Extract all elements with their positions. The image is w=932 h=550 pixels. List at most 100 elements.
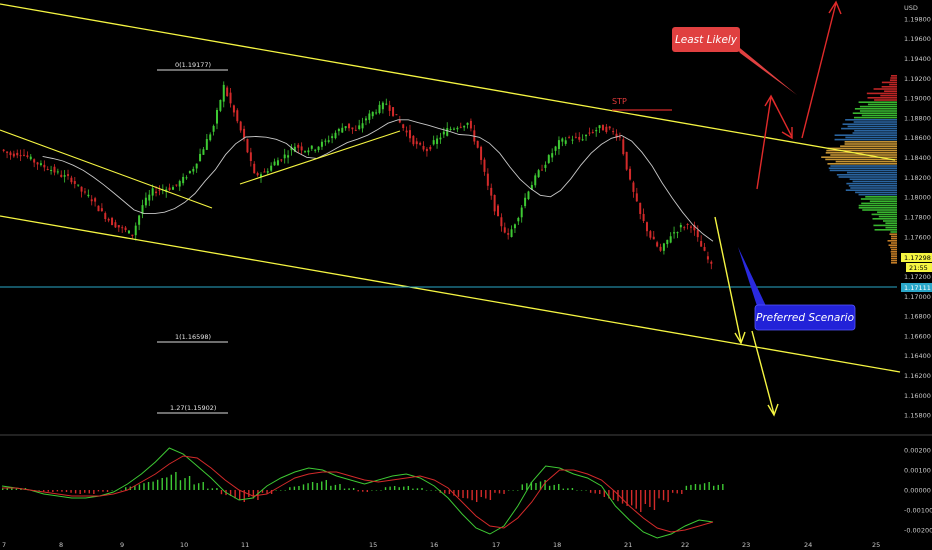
volume-profile-bar	[878, 215, 897, 218]
candle-body	[29, 156, 32, 160]
candle-body	[141, 205, 144, 215]
volume-profile-bar	[888, 244, 897, 246]
candle-body	[293, 146, 296, 152]
countdown-tag	[906, 263, 932, 272]
macd-histogram-bar	[503, 490, 505, 494]
price-tick-label: 1.16600	[904, 332, 931, 340]
volume-profile-bar	[830, 165, 897, 167]
volume-profile-bar	[828, 167, 897, 169]
candle-body	[500, 217, 503, 227]
macd-histogram-bar	[147, 482, 150, 490]
candle-body	[459, 126, 462, 128]
macd-histogram-bar	[106, 490, 109, 492]
candle-body	[503, 227, 506, 233]
macd-histogram-bar	[216, 488, 218, 490]
volume-profile-bar	[838, 176, 897, 178]
preferred-box[interactable]	[754, 304, 856, 331]
macd-histogram-bar	[421, 488, 423, 490]
candle-body	[19, 155, 22, 157]
price-tick-label: 1.19800	[904, 15, 931, 23]
candle-body	[405, 130, 408, 133]
volume-profile-bar	[885, 226, 897, 229]
macd-histogram-bar	[544, 480, 546, 490]
macd-histogram-bar	[485, 490, 487, 499]
volume-profile-bar	[891, 262, 897, 264]
candle-body	[486, 173, 489, 186]
volume-profile-bar	[885, 222, 897, 224]
time-axis[interactable]: 7 8 9 10 11 15 16 17 18 21 22 23 24 25	[2, 541, 880, 549]
volume-profile-bar	[889, 233, 897, 235]
macd-histogram-bar	[608, 490, 610, 499]
channel-lower-line[interactable]	[0, 215, 901, 373]
candle-body	[9, 152, 12, 156]
candle-body	[706, 256, 709, 260]
volume-profile-bar	[855, 191, 897, 194]
macd-histogram-bar	[722, 484, 724, 490]
macd-histogram-bar	[293, 486, 296, 490]
macd-histogram-bar	[476, 490, 478, 502]
price-tick-label: 1.16400	[904, 352, 931, 360]
support-price-tag	[901, 283, 932, 292]
candle-body	[287, 155, 290, 158]
macd-histogram-bar	[321, 481, 323, 490]
candle-body	[310, 145, 313, 149]
candle-body	[483, 159, 486, 172]
time-tick-label: 18	[553, 541, 561, 549]
candle-body	[381, 102, 384, 110]
candle-body	[436, 138, 439, 144]
candle-body	[209, 134, 212, 141]
candle-body	[314, 149, 317, 151]
candle-body	[111, 217, 114, 226]
inner-support-trendline[interactable]	[239, 130, 401, 185]
candle-body	[564, 140, 567, 144]
candle-body	[307, 150, 310, 153]
candle-body	[358, 125, 361, 130]
macd-histogram-bar	[681, 490, 683, 494]
candle-body	[260, 174, 263, 178]
candle-body	[317, 146, 320, 150]
macd-histogram-bar	[248, 490, 250, 497]
price-axis[interactable]: 1.19800 1.19600 1.19400 1.19200 1.19000 1.188…	[904, 15, 931, 419]
macd-histogram-bar	[489, 490, 492, 500]
macd-histogram-bar	[517, 490, 519, 491]
macd-histogram-bar	[211, 488, 214, 490]
candle-body	[148, 194, 151, 201]
candle-body	[232, 105, 235, 113]
macd-axis[interactable]: 0.00200 0.00100 0.00000 -0.00100 -0.00200	[904, 447, 932, 535]
candle-body	[581, 139, 584, 141]
macd-histogram-bar	[11, 488, 13, 490]
volume-profile-bar	[891, 255, 897, 257]
candle-body	[557, 140, 560, 149]
price-tick-label: 1.18200	[904, 174, 931, 182]
least-likely-box[interactable]	[672, 27, 740, 52]
price-tick-label: 1.17600	[904, 233, 931, 241]
candle-body	[63, 175, 66, 177]
macd-histogram-bar	[330, 485, 332, 490]
volume-profile-bar	[866, 92, 897, 95]
macd-histogram-bar	[270, 490, 273, 494]
candle-body	[510, 229, 513, 237]
candle-body	[378, 104, 381, 113]
candle-body	[178, 181, 181, 187]
macd-histogram-bar	[530, 482, 533, 490]
candle-body	[155, 191, 158, 194]
macd-histogram-bar	[207, 488, 209, 490]
current-price-label: 1.17298	[904, 254, 931, 262]
macd-histogram-bar	[47, 490, 49, 492]
inner-trendline[interactable]	[0, 129, 213, 209]
candle-body	[388, 105, 391, 111]
candle-body	[422, 145, 425, 150]
candle-body	[415, 141, 418, 145]
candle-body	[158, 189, 161, 191]
candle-body	[673, 232, 676, 234]
macd-histogram-bar	[366, 490, 369, 492]
candle-body	[446, 128, 449, 136]
candle-body	[608, 126, 611, 129]
macd-histogram-bar	[558, 484, 560, 490]
candle-body	[601, 125, 604, 131]
macd-histogram-bar	[416, 488, 419, 490]
candle-body	[530, 185, 533, 190]
channel-upper-line[interactable]	[0, 3, 896, 161]
macd-histogram-bar	[184, 478, 186, 490]
